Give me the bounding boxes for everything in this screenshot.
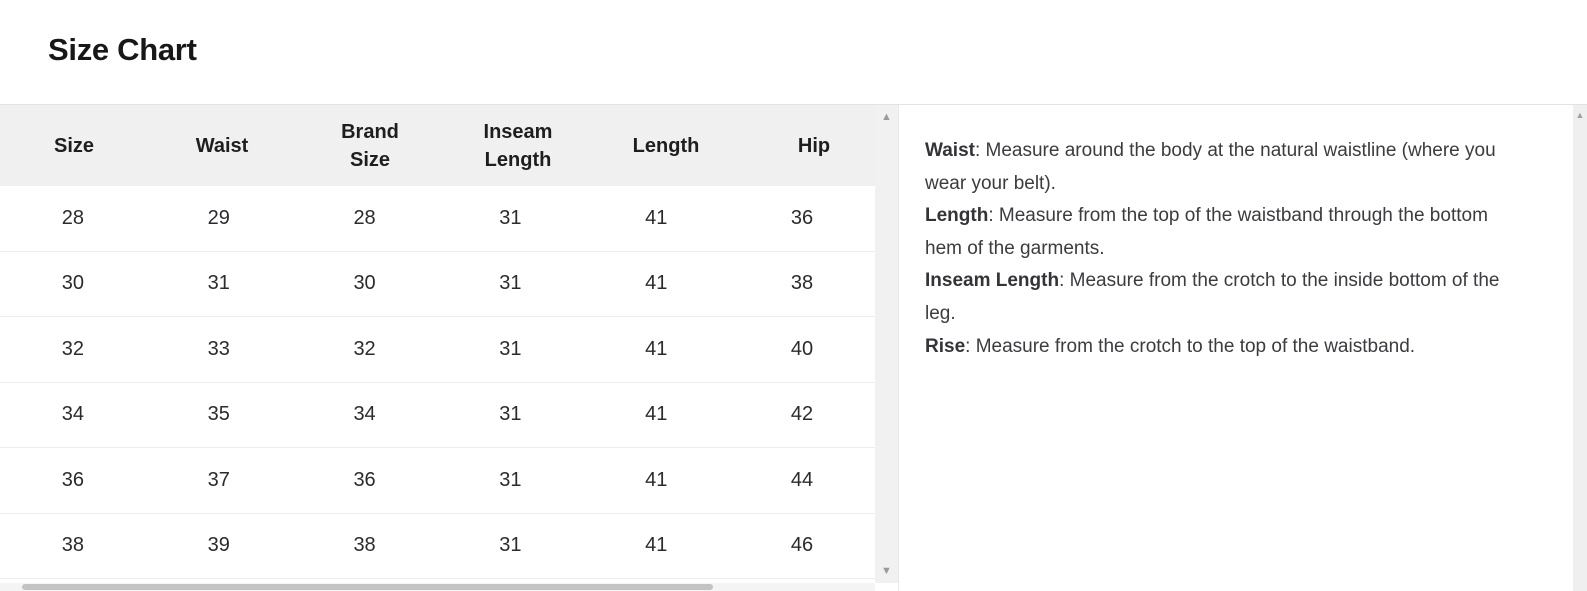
content-region: Size Waist Brand Size Inseam Length Length Hi… xyxy=(0,104,1587,591)
column-header: Length xyxy=(592,132,740,160)
column-header-label: Inseam Length xyxy=(483,120,553,171)
table-cell: 44 xyxy=(790,468,814,491)
table-cell: 31 xyxy=(499,272,522,295)
table-cell: 40 xyxy=(790,337,814,360)
measurement-notes: Waist: Measure around the body at the na… xyxy=(925,135,1517,363)
table-cell: 28 xyxy=(353,206,376,229)
horizontal-scrollbar-thumb[interactable] xyxy=(22,584,713,590)
column-header: Size xyxy=(0,132,148,160)
table-cell: 36 xyxy=(790,206,814,229)
table-row: 32 33 32 31 41 40 xyxy=(0,317,875,383)
table-row: 34 35 34 31 41 42 xyxy=(0,382,875,448)
note-label: Rise xyxy=(925,335,966,357)
table-cell: 31 xyxy=(499,468,522,491)
table-cell: 37 xyxy=(207,468,230,491)
table-cell: 31 xyxy=(499,337,522,360)
measurement-note: Inseam Length: Measure from the crotch t… xyxy=(925,270,1500,324)
table-cell: 32 xyxy=(61,337,85,360)
table-cell: 36 xyxy=(353,468,376,491)
table-cell: 42 xyxy=(790,403,814,426)
measurement-note: Waist: Measure around the body at the na… xyxy=(925,140,1496,194)
column-header-label: Brand Size xyxy=(341,120,399,171)
table-row: 30 31 30 31 41 38 xyxy=(0,251,875,317)
table-cell: 36 xyxy=(61,468,85,491)
table-cell: 30 xyxy=(353,272,376,295)
scroll-up-icon[interactable]: ▲ xyxy=(1575,110,1585,120)
page-title: Size Chart xyxy=(48,32,197,67)
table-cell: 41 xyxy=(645,534,668,557)
table-horizontal-scrollbar[interactable] xyxy=(0,583,875,591)
table-cell: 41 xyxy=(645,468,668,491)
column-header: Hip xyxy=(740,132,888,160)
table-cell: 31 xyxy=(499,206,522,229)
table-cell: 38 xyxy=(353,534,376,557)
table-cell: 31 xyxy=(499,534,522,557)
table-header-row: Size Waist Brand Size Inseam Length Length Hi… xyxy=(0,105,898,186)
table-body: 28 29 28 31 41 36 30 31 30 31 41 38 32 33 32 31 41 40 34 35… xyxy=(0,186,888,579)
table-cell: 34 xyxy=(61,403,85,426)
note-label: Length xyxy=(925,205,989,227)
column-header: Waist xyxy=(148,132,296,160)
table-cell: 32 xyxy=(353,337,376,360)
table-cell: 35 xyxy=(207,403,230,426)
table-cell: 38 xyxy=(61,534,85,557)
note-label: Inseam Length xyxy=(925,270,1060,292)
measurement-note: Rise: Measure from the crotch to the top… xyxy=(925,335,1416,357)
column-header-label: Size xyxy=(53,134,95,157)
table-row: 38 39 38 31 41 46 xyxy=(0,513,875,579)
scroll-down-icon[interactable]: ▼ xyxy=(881,565,892,577)
table-cell: 41 xyxy=(645,403,668,426)
column-header: Brand Size xyxy=(296,118,444,174)
table-cell: 30 xyxy=(61,272,85,295)
table-row: 28 29 28 31 41 36 xyxy=(0,186,875,252)
table-cell: 41 xyxy=(645,272,668,295)
table-cell: 41 xyxy=(645,206,668,229)
column-header-label: Hip xyxy=(797,134,831,157)
title-band: Size Chart xyxy=(0,0,1587,104)
size-table-panel: Size Waist Brand Size Inseam Length Length Hi… xyxy=(0,105,898,591)
table-cell: 29 xyxy=(207,206,230,229)
column-header: Inseam Length xyxy=(444,118,592,174)
table-cell: 39 xyxy=(207,534,230,557)
table-cell: 28 xyxy=(61,206,85,229)
column-header-label: Length xyxy=(632,134,700,157)
table-cell: 31 xyxy=(499,403,522,426)
table-cell: 41 xyxy=(645,337,668,360)
table-vertical-scrollbar[interactable]: ▲ ▼ xyxy=(875,105,898,583)
measurement-guide-panel: Waist: Measure around the body at the na… xyxy=(898,105,1573,591)
table-cell: 38 xyxy=(790,272,814,295)
page-vertical-scrollbar[interactable]: ▲ xyxy=(1573,105,1587,591)
table-cell: 33 xyxy=(207,337,230,360)
table-cell: 31 xyxy=(207,272,230,295)
table-cell: 46 xyxy=(790,534,814,557)
table-cell: 34 xyxy=(353,403,376,426)
note-label: Waist xyxy=(925,140,975,161)
measurement-note: Length: Measure from the top of the wais… xyxy=(925,205,1488,259)
column-header-label: Waist xyxy=(195,134,249,157)
scroll-up-icon[interactable]: ▲ xyxy=(881,111,892,123)
table-row: 36 37 36 31 41 44 xyxy=(0,448,875,514)
